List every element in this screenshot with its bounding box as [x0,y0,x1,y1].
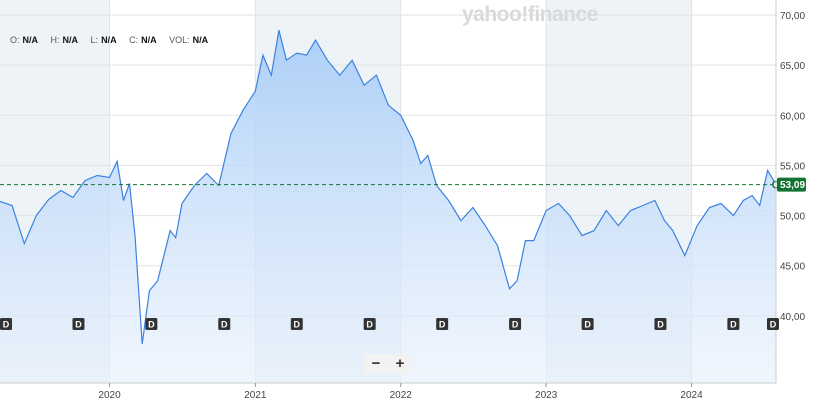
open-readout: O: N/A [10,35,39,45]
dividend-marker-box [654,318,667,330]
dividend-marker-label: D [366,320,373,330]
dividend-marker-label: D [657,320,664,330]
last-price-badge: 53,09 [777,177,806,192]
dividend-marker-box [509,318,522,330]
yahoo-finance-watermark: yahoo!finance [462,3,598,26]
price-line [0,29,777,344]
dividend-marker-box [436,318,449,330]
dividend-marker-label: D [439,320,446,330]
dividend-marker: D [581,318,594,330]
x-axis: 2020 2021 2022 2023 2024 [0,382,776,401]
low-readout: L: N/A [90,35,117,45]
x-tick-label: 2021 [244,390,267,401]
x-tick-label: 2024 [680,390,703,401]
y-tick-label: 45,00 [780,262,805,273]
dividend-marker-box [0,318,12,330]
dividend-marker-box [72,318,85,330]
dividend-marker-label: D [148,320,155,330]
dividend-marker: D [145,318,158,330]
dividend-marker: D [290,318,303,330]
dividend-marker-box [363,318,376,330]
dividend-marker: D [363,318,376,330]
x-tick-label: 2023 [535,390,558,401]
y-tick-label: 55,00 [780,161,805,172]
dividend-marker: D [218,318,231,330]
x-tick-label: 2022 [390,390,413,401]
dividend-marker-label: D [3,320,10,330]
dividend-marker: D [767,318,779,330]
zoom-out-button[interactable]: − [371,355,381,372]
dividend-marker-box [581,318,594,330]
dividend-marker-label: D [584,320,591,330]
y-tick-label: 65,00 [780,61,805,72]
dividend-marker-box [767,318,779,330]
dividend-marker: D [72,318,85,330]
dividend-marker-box [218,318,231,330]
dividend-marker: D [509,318,522,330]
dividend-marker-label: D [730,320,737,330]
zoom-controls: − + [364,354,412,374]
high-readout: H: N/A [50,35,79,45]
dividend-marker: D [436,318,449,330]
dividend-marker-label: D [770,320,777,330]
price-area [0,30,776,383]
dividend-marker-label: D [75,320,82,330]
dividend-marker: D [727,318,740,330]
dividend-marker: D [654,318,667,330]
y-tick-label: 60,00 [780,111,805,122]
y-tick-label: 40,00 [780,312,805,323]
dividend-marker-box [727,318,740,330]
last-price-label: 53,09 [780,180,805,191]
dividend-marker-box [145,318,158,330]
dividend-marker-box [290,318,303,330]
dividend-marker-label: D [294,320,301,330]
zoom-in-button[interactable]: + [395,355,405,372]
volume-readout: VOL: N/A [169,35,209,45]
dividend-marker-label: D [512,320,519,330]
y-tick-label: 50,00 [780,212,805,223]
y-axis: 40,00 45,00 50,00 55,00 60,00 65,00 70,00 [775,0,805,383]
dividend-marker: D [0,318,12,330]
close-readout: C: N/A [129,35,157,45]
dividend-marker-label: D [221,320,228,330]
y-tick-label: 70,00 [780,11,805,22]
x-tick-label: 2020 [98,390,121,401]
ohlc-readout: O: N/A H: N/A L: N/A C: N/A VOL: N/A [10,35,218,45]
